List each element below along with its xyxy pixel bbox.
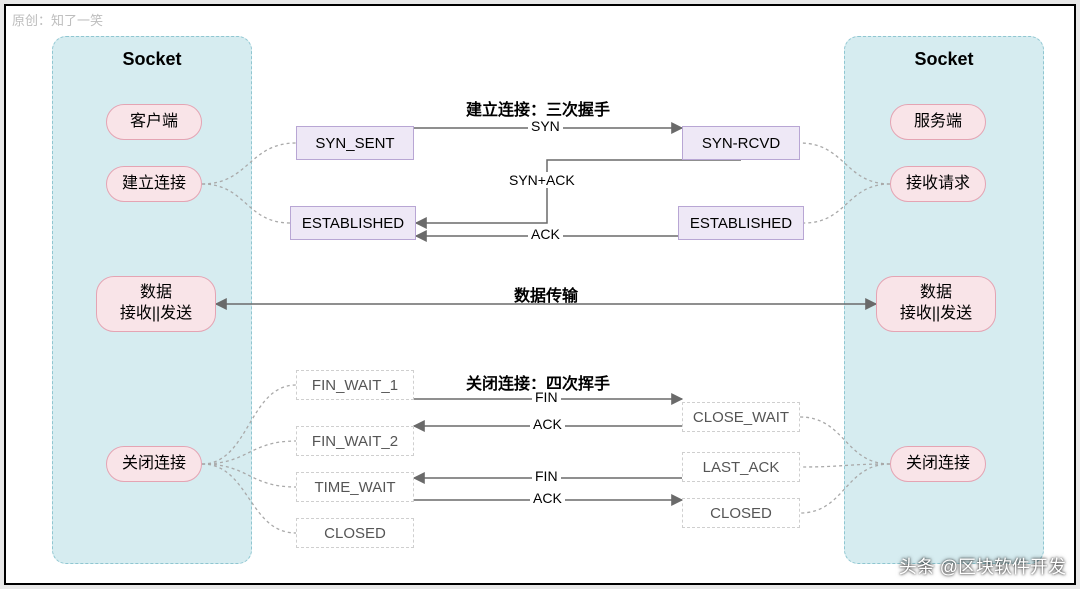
node-connect: 建立连接 — [106, 166, 202, 202]
state-est_left: ESTABLISHED — [290, 206, 416, 240]
state-closed_r: CLOSED — [682, 498, 800, 528]
watermark-text: 头条 @区块软件开发 — [899, 553, 1066, 579]
msg-ack2: ACK — [530, 490, 565, 506]
state-close_wait: CLOSE_WAIT — [682, 402, 800, 432]
state-est_right: ESTABLISHED — [678, 206, 804, 240]
node-close_right: 关闭连接 — [890, 446, 986, 482]
state-fin_wait_2: FIN_WAIT_2 — [296, 426, 414, 456]
msg-fin2: FIN — [532, 468, 561, 484]
node-close_left: 关闭连接 — [106, 446, 202, 482]
state-time_wait: TIME_WAIT — [296, 472, 414, 502]
right-panel-title: Socket — [845, 49, 1043, 70]
msg-ack1: ACK — [530, 416, 565, 432]
msg-syn: SYN — [528, 118, 563, 134]
node-data_left: 数据 接收||发送 — [96, 276, 216, 332]
state-closed_l: CLOSED — [296, 518, 414, 548]
handshake-title: 建立连接：三次握手 — [466, 96, 610, 120]
data-transfer-title: 数据传输 — [514, 282, 578, 306]
state-syn_rcvd: SYN-RCVD — [682, 126, 800, 160]
state-syn_sent: SYN_SENT — [296, 126, 414, 160]
node-server: 服务端 — [890, 104, 986, 140]
node-client: 客户端 — [106, 104, 202, 140]
diagram-frame: 原创：知了一笑 Socket Socket 客户端建立连接数据 接收||发送关闭… — [4, 4, 1076, 585]
state-fin_wait_1: FIN_WAIT_1 — [296, 370, 414, 400]
state-last_ack: LAST_ACK — [682, 452, 800, 482]
credit-text: 原创：知了一笑 — [12, 10, 103, 29]
node-data_right: 数据 接收||发送 — [876, 276, 996, 332]
msg-ack: ACK — [528, 226, 563, 242]
msg-synack: SYN+ACK — [506, 172, 578, 188]
node-accept: 接收请求 — [890, 166, 986, 202]
msg-fin1: FIN — [532, 389, 561, 405]
left-panel-title: Socket — [53, 49, 251, 70]
